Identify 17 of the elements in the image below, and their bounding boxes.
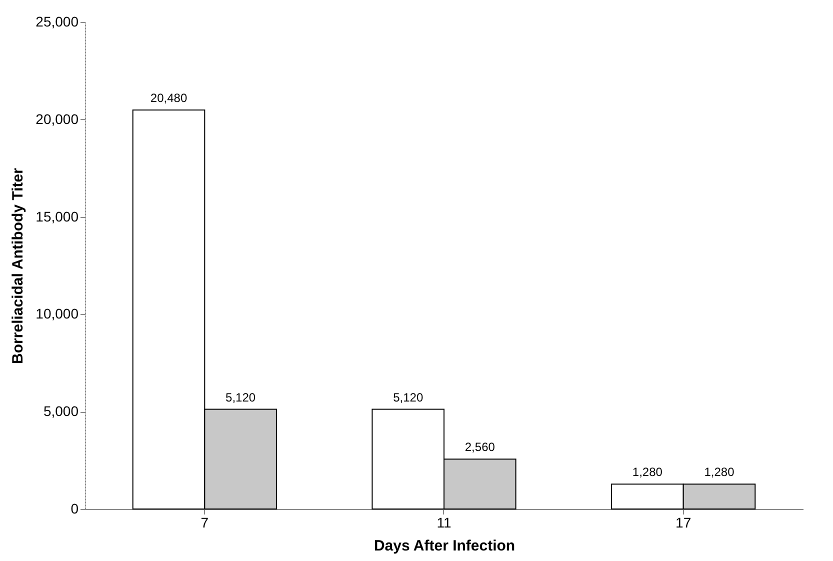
data-label: 5,120: [393, 390, 424, 404]
x-axis-title: Days After Infection: [374, 538, 516, 554]
data-label: 1,280: [704, 465, 735, 480]
y-tick-label: 25,000: [36, 14, 79, 30]
y-axis-title: Borreliacidal Antibody Titer: [10, 168, 27, 364]
x-tick-label: 11: [436, 514, 452, 530]
y-tick-label: 15,000: [36, 208, 79, 224]
data-label: 20,480: [150, 91, 188, 106]
data-label: 2,560: [464, 440, 496, 454]
data-label: 5,120: [226, 390, 256, 404]
y-tick-label: 0: [70, 500, 79, 516]
y-tick-label: 10,000: [36, 306, 79, 322]
y-tick-label: 20,000: [36, 110, 79, 127]
x-tick-label: 17: [676, 514, 692, 530]
data-label: 1,280: [632, 465, 663, 480]
x-tick-label: 7: [200, 514, 209, 530]
y-tick-label: 5,000: [43, 403, 79, 420]
